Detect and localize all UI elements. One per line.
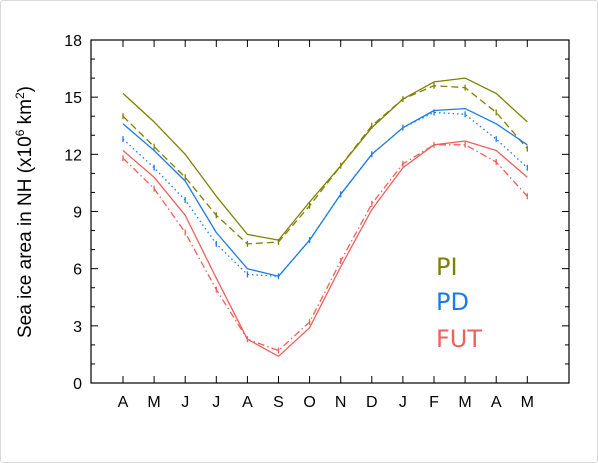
series-4: [122, 140, 528, 357]
x-tick-label: F: [429, 394, 439, 411]
x-tick-label: A: [491, 394, 502, 411]
legend-label-pi: PI: [436, 253, 458, 281]
y-tick-label: 12: [64, 147, 82, 164]
y-tick-label: 6: [73, 262, 82, 279]
x-tick-label: M: [458, 394, 471, 411]
y-tick-labels: 0 3 6 9 12 15 18: [64, 33, 82, 393]
series-3: [122, 109, 528, 280]
series-line: [122, 140, 528, 357]
series-line: [122, 111, 528, 277]
y-axis-title: Sea ice area in NH (x106 km2): [13, 86, 36, 338]
series-1: [122, 82, 528, 247]
series-line: [122, 144, 528, 352]
x-tick-label: J: [181, 394, 189, 411]
x-tick-label: J: [399, 394, 407, 411]
series-5: [122, 141, 528, 354]
x-tick-label: D: [366, 394, 378, 411]
legend-label-pd: PD: [436, 288, 469, 316]
tick-marks: [91, 39, 569, 384]
y-tick-label: 18: [64, 33, 82, 50]
plot-area-border: [90, 39, 570, 384]
series-2: [122, 107, 528, 277]
y-tick-label: 9: [73, 205, 82, 222]
x-tick-label: A: [242, 394, 253, 411]
series-layer: [122, 77, 528, 357]
series-line: [122, 107, 528, 277]
legend: PI PD FUT: [436, 253, 482, 353]
x-tick-label: M: [521, 394, 534, 411]
x-tick-label: M: [147, 394, 160, 411]
series-0: [122, 77, 528, 241]
y-tick-label: 15: [64, 90, 82, 107]
x-tick-label: S: [273, 394, 284, 411]
y-tick-label: 3: [73, 319, 82, 336]
legend-label-fut: FUT: [436, 325, 482, 353]
x-tick-label: N: [335, 394, 347, 411]
x-tick-label: O: [303, 394, 315, 411]
x-tick-label: A: [118, 394, 129, 411]
y-tick-label: 0: [73, 376, 82, 393]
series-line: [122, 77, 528, 241]
x-tick-label: J: [212, 394, 220, 411]
